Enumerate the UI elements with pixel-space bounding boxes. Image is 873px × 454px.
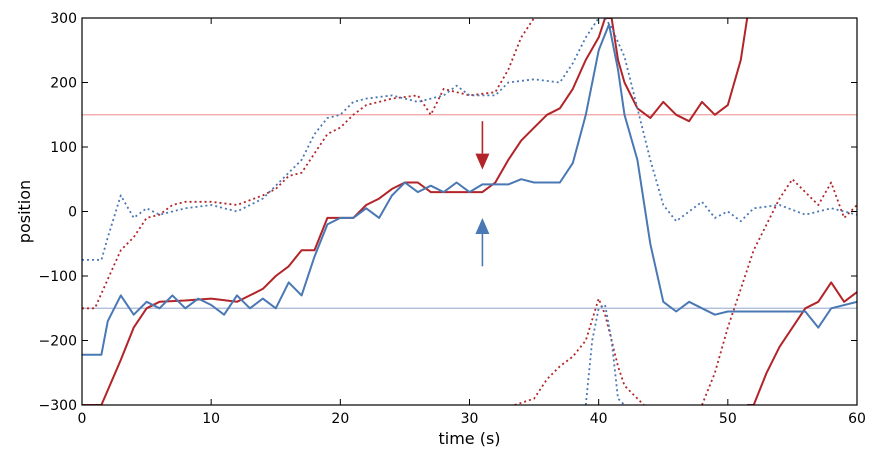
y-tick-label-2: −100 [39, 269, 77, 285]
series-line-6 [82, 18, 600, 261]
x-tick-label-0: 0 [78, 411, 87, 427]
y-axis-label: position [15, 180, 34, 243]
y-tick-label-4: 100 [50, 140, 77, 156]
series-layer [82, 18, 857, 405]
x-axis-label: time (s) [438, 429, 500, 448]
y-tick-label-0: −300 [39, 398, 77, 414]
reference-lines [82, 114, 857, 309]
ticks-layer: 0 10 20 30 40 50 60 −300 −200 −100 0 100 200 300 [39, 11, 866, 427]
x-tick-label-3: 30 [461, 411, 479, 427]
y-tick-label-3: 0 [68, 205, 77, 221]
arrow-down-0 [475, 121, 490, 170]
x-tick-label-2: 20 [331, 411, 349, 427]
arrow-up-1 [475, 217, 490, 267]
series-line-1 [747, 281, 857, 405]
y-tick-label-1: −200 [39, 334, 77, 350]
series-line-4 [514, 297, 645, 405]
x-tick-label-6: 60 [848, 411, 866, 427]
y-tick-label-5: 200 [50, 76, 77, 92]
x-tick-label-4: 40 [590, 411, 608, 427]
series-line-0 [82, 18, 749, 405]
series-line-2 [82, 23, 857, 356]
x-tick-label-5: 50 [719, 411, 737, 427]
plot-frame [81, 17, 858, 406]
arrow-layer [475, 121, 490, 267]
series-line-5 [701, 178, 857, 405]
series-line-3 [82, 18, 535, 310]
y-tick-label-6: 300 [50, 11, 77, 27]
x-tick-label-1: 10 [202, 411, 220, 427]
